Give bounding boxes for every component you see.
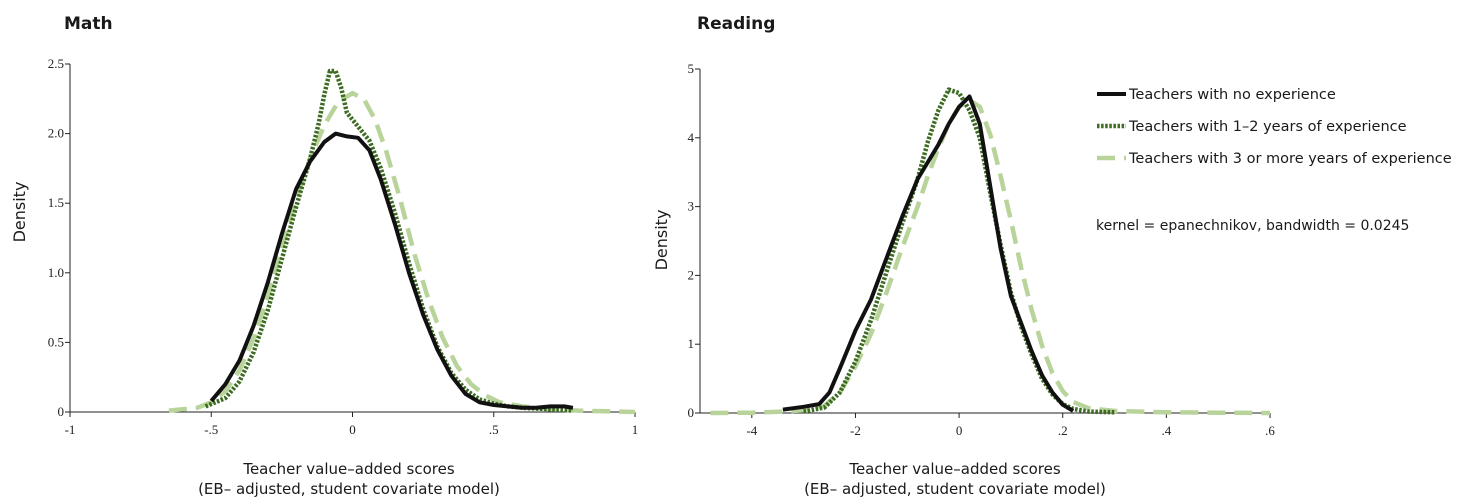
reading-lines <box>710 87 1271 416</box>
math-x-axis-label-line1: Teacher value–added scores <box>242 460 454 478</box>
math-series-teachers-with-1-2-years-of-experience <box>204 68 574 413</box>
reading-y-tick-label: 2 <box>688 267 695 282</box>
reading-y-tick-label: 0 <box>688 405 695 420</box>
math-x-tick-label: 1 <box>632 422 639 437</box>
math-y-tick-label: 1.0 <box>48 265 64 280</box>
math-axes: -1 -.5 0.5 100.51.01.52.02.5 <box>48 56 639 437</box>
legend-label-1-2-years: Teachers with 1–2 years of experience <box>1128 119 1407 135</box>
math-y-tick-label: 1.5 <box>48 195 64 210</box>
reading-x-tick-label: 0 <box>956 423 963 438</box>
reading-series-teachers-with-no-experience <box>782 94 1075 413</box>
math-x-axis-label-line2: (EB– adjusted, student covariate model) <box>198 480 500 498</box>
reading-y-tick-label: 3 <box>688 199 695 214</box>
reading-title: Reading <box>697 14 775 34</box>
math-y-axis-label: Density <box>10 182 29 243</box>
kernel-note: kernel = epanechnikov, bandwidth = 0.024… <box>1096 218 1409 234</box>
reading-y-tick-label: 5 <box>688 61 695 76</box>
reading-x-tick-label: -2 <box>850 423 861 438</box>
reading-x-tick-label: .2 <box>1058 423 1068 438</box>
math-y-tick-label: 0 <box>58 404 65 419</box>
reading-y-tick-label: 4 <box>688 130 695 145</box>
math-series-teachers-with-no-experience <box>209 131 574 410</box>
reading-y-axis-label: Density <box>652 210 671 271</box>
reading-y-tick-label: 1 <box>688 336 695 351</box>
math-panel: Math Density Teacher value–added scores … <box>10 14 638 498</box>
math-lines <box>168 68 636 415</box>
reading-x-tick-label: -4 <box>746 423 757 438</box>
math-y-tick-label: 2.0 <box>48 126 64 141</box>
math-x-tick-label: .5 <box>489 422 499 437</box>
math-x-tick-label: -.5 <box>204 422 218 437</box>
reading-x-tick-label: .6 <box>1265 423 1275 438</box>
legend-label-no-experience: Teachers with no experience <box>1128 87 1336 103</box>
legend-label-3-plus-years: Teachers with 3 or more years of experie… <box>1128 151 1452 167</box>
math-y-tick-label: 2.5 <box>48 56 64 71</box>
math-y-tick-label: 0.5 <box>48 334 64 349</box>
reading-x-axis-label-line1: Teacher value–added scores <box>848 460 1060 478</box>
reading-axes: -4 -2 0 .2 .4 .6 0 1 2 3 4 5 <box>688 61 1276 438</box>
reading-panel: Reading Density Teacher value–added scor… <box>652 14 1275 498</box>
math-title: Math <box>64 14 113 34</box>
math-x-tick-label: -1 <box>65 422 76 437</box>
reading-x-tick-label: .4 <box>1161 423 1171 438</box>
reading-x-axis-label-line2: (EB– adjusted, student covariate model) <box>804 480 1106 498</box>
reading-series-teachers-with-3-or-more-years-of-experience <box>710 97 1271 416</box>
reading-series-teachers-with-1-2-years-of-experience <box>803 87 1115 415</box>
math-series-teachers-with-3-or-more-years-of-experience <box>168 90 636 415</box>
math-x-tick-label: 0 <box>349 422 356 437</box>
legend: Teachers with no experience Teachers wit… <box>1097 87 1452 167</box>
